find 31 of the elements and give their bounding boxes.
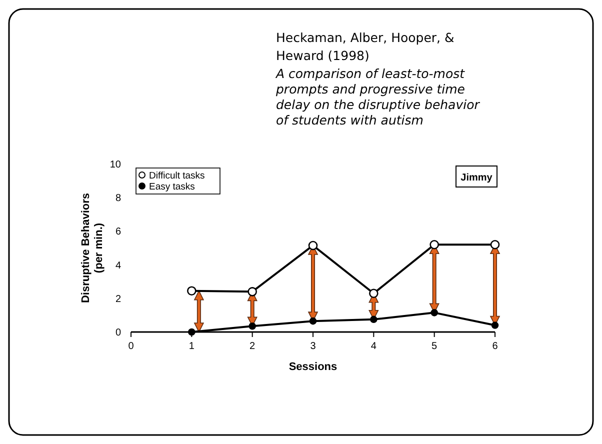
x-tick-label: 3 <box>310 341 316 352</box>
x-tick-label: 6 <box>492 341 498 352</box>
y-tick-label: 2 <box>115 294 122 305</box>
y-axis-title: Disruptive Behaviors (per min.) <box>80 192 105 304</box>
x-tick-label: 5 <box>432 341 438 352</box>
point <box>370 316 378 324</box>
y-tick-label: 4 <box>115 260 122 272</box>
annotation: Jimmy <box>460 172 493 184</box>
y-tick-label: 0 <box>115 328 122 338</box>
point <box>248 287 257 296</box>
x-axis-title: Sessions <box>288 361 338 373</box>
y-tick-label: 8 <box>115 193 122 204</box>
legend-label: Easy tasks <box>149 182 196 192</box>
point <box>430 309 438 316</box>
point <box>308 240 318 250</box>
point <box>248 322 256 330</box>
x-tick-label: 4 <box>370 341 377 352</box>
point <box>490 240 500 250</box>
x-tick-label: 2 <box>250 341 256 352</box>
x-tick-label: 0 <box>128 341 134 352</box>
point <box>430 240 439 250</box>
point <box>369 288 378 298</box>
y-tick-label: 6 <box>115 226 122 238</box>
chart-subtitle: A comparison of least-to-most prompts and progressive time delay on the disruptive behavior of students with autism <box>275 66 480 128</box>
point <box>187 286 196 296</box>
point <box>491 322 499 329</box>
chart-title: Heckaman, Alber, Hooper, & Heward (1998) <box>276 30 454 63</box>
point <box>309 317 317 325</box>
x-tick-label: 1 <box>188 341 195 352</box>
legend-label: Difficult tasks <box>149 170 206 182</box>
y-tick-label: 10 <box>110 160 122 170</box>
